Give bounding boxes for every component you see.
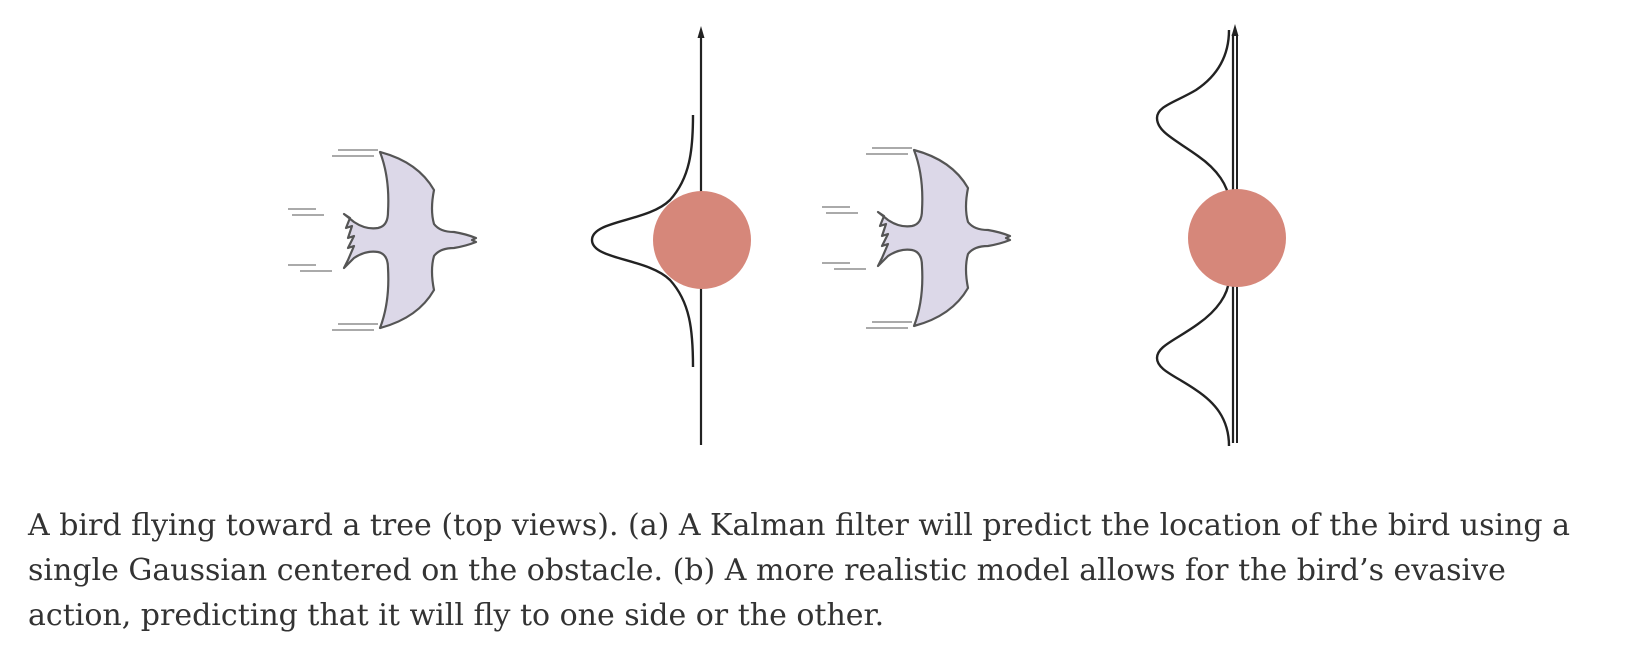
tree-obstacle-a <box>653 191 751 289</box>
bird-icon-b <box>820 146 1012 330</box>
gaussian-curve-a <box>590 114 695 368</box>
bimodal-curve-b <box>1155 29 1231 447</box>
figure-canvas <box>286 24 1286 447</box>
tree-obstacle-b <box>1188 189 1286 287</box>
kalman-bird-figure <box>286 24 1286 447</box>
bird-icon-a <box>286 148 478 332</box>
figure-caption: A bird flying toward a tree (top views).… <box>28 508 1571 633</box>
